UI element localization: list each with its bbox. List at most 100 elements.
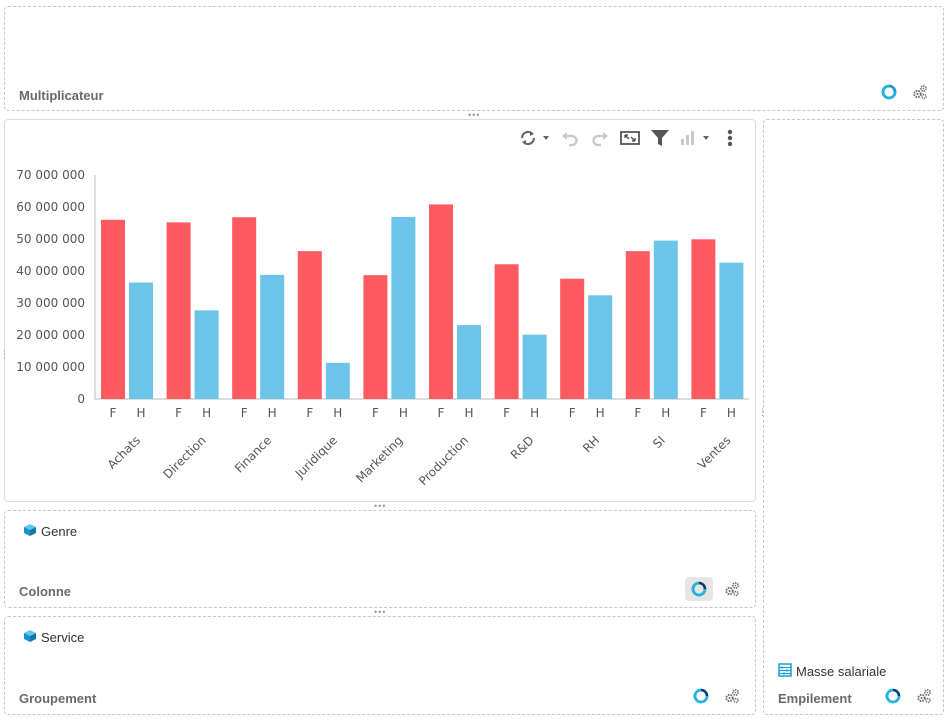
x-sub-tick-label: F <box>241 406 248 420</box>
bar-h <box>522 334 547 399</box>
x-group-label: Achats <box>105 433 144 472</box>
bar-f <box>429 204 453 399</box>
multiplicateur-title: Multiplicateur <box>19 88 104 103</box>
bar-f <box>166 222 191 399</box>
x-sub-tick-label: F <box>372 406 379 420</box>
x-group-label: Marketing <box>353 433 405 485</box>
fullscreen-icon[interactable] <box>615 124 645 152</box>
x-group-label: RH <box>580 433 602 455</box>
bar-f <box>297 251 322 399</box>
ring-icon[interactable] <box>881 684 905 708</box>
y-tick-label: 40 000 000 <box>16 264 85 278</box>
y-tick-label: 60 000 000 <box>16 200 85 214</box>
colonne-icons <box>685 577 741 601</box>
bar-chart: 0 10 000 000 20 000 000 30 000 000 40 000 00… <box>16 168 749 488</box>
groupement-title: Groupement <box>19 691 97 706</box>
x-group-label: Direction <box>160 433 208 481</box>
x-sub-tick-label: H <box>202 406 211 420</box>
x-group-label: R&D <box>508 433 537 462</box>
bar-h <box>260 274 285 399</box>
bar-f <box>625 251 650 399</box>
bar-h <box>653 240 678 399</box>
redo-icon[interactable] <box>585 124 615 152</box>
more-icon[interactable] <box>715 124 745 152</box>
y-tick-label: 0 <box>77 392 85 406</box>
bar-f <box>363 275 388 399</box>
chart-panel: 0 10 000 000 20 000 000 30 000 000 40 000 00… <box>4 119 756 502</box>
ring-icon[interactable] <box>877 80 901 104</box>
dimension-cube-icon <box>23 523 37 540</box>
x-sub-tick-label: H <box>464 406 473 420</box>
y-tick-label: 30 000 000 <box>16 296 85 310</box>
x-sub-tick-label: F <box>306 406 313 420</box>
y-tick-label: 10 000 000 <box>16 360 85 374</box>
bar-f <box>691 239 716 399</box>
bar-h <box>129 282 153 399</box>
field-label: Genre <box>41 524 78 539</box>
field-label: Masse salariale <box>796 664 887 679</box>
x-sub-tick-label: H <box>661 406 670 420</box>
y-tick-label: 70 000 000 <box>16 168 85 182</box>
empilement-title: Empilement <box>778 691 852 706</box>
groupement-zone[interactable]: Service Groupement <box>4 616 756 715</box>
x-group-label: Production <box>416 433 471 488</box>
bar-f <box>494 264 519 399</box>
resize-handle-left[interactable]: ⋮ <box>0 350 9 359</box>
resize-handle-right[interactable]: ⋮ <box>758 408 767 417</box>
multiplicateur-icons <box>877 80 929 104</box>
x-sub-tick-label: H <box>136 406 145 420</box>
refresh-icon[interactable] <box>515 124 555 152</box>
x-sub-tick-label: F <box>569 406 576 420</box>
settings-gears-icon[interactable] <box>723 580 741 598</box>
x-group-label: Ventes <box>695 433 734 472</box>
filter-icon[interactable] <box>645 124 675 152</box>
bar-f <box>101 219 125 399</box>
x-sub-tick-label: F <box>438 406 445 420</box>
colonne-title: Colonne <box>19 584 71 599</box>
multiplicateur-zone[interactable]: Multiplicateur <box>4 6 944 111</box>
field-genre[interactable]: Genre <box>23 523 77 540</box>
x-sub-tick-label: H <box>333 406 342 420</box>
bar-h <box>588 295 613 399</box>
x-sub-tick-label: H <box>268 406 277 420</box>
colonne-zone[interactable]: Genre Colonne <box>4 510 756 608</box>
field-label: Service <box>41 630 85 645</box>
y-tick-label: 20 000 000 <box>16 328 85 342</box>
abacus-measure-icon <box>778 663 792 680</box>
x-sub-tick-label: H <box>596 406 605 420</box>
undo-icon[interactable] <box>555 124 585 152</box>
chart-type-icon[interactable] <box>675 124 715 152</box>
bar-h <box>391 216 416 399</box>
dimension-cube-icon <box>23 629 37 646</box>
x-sub-tick-label: H <box>727 406 736 420</box>
ring-icon[interactable] <box>685 577 713 601</box>
x-group-label: Juridique <box>292 433 340 481</box>
y-tick-label: 50 000 000 <box>16 232 85 246</box>
x-sub-tick-label: F <box>503 406 510 420</box>
settings-gears-icon[interactable] <box>915 687 933 705</box>
x-sub-tick-label: F <box>634 406 641 420</box>
ring-icon[interactable] <box>689 684 713 708</box>
settings-gears-icon[interactable] <box>911 83 929 101</box>
resize-handle[interactable]: ••• <box>468 110 481 120</box>
x-sub-tick-label: H <box>530 406 539 420</box>
groupement-icons <box>689 684 741 708</box>
x-sub-tick-label: H <box>399 406 408 420</box>
empilement-zone[interactable]: Masse salariale Empilement <box>763 119 944 715</box>
x-sub-tick-label: F <box>110 406 117 420</box>
bar-f <box>560 278 585 399</box>
x-group-label: Finance <box>232 433 274 475</box>
bar-h <box>325 362 350 399</box>
field-service[interactable]: Service <box>23 629 84 646</box>
field-masse-salariale[interactable]: Masse salariale <box>778 663 886 680</box>
resize-handle[interactable]: ••• <box>374 607 387 617</box>
bar-h <box>194 310 219 399</box>
bar-h <box>457 325 481 399</box>
resize-handle[interactable]: ••• <box>374 501 387 511</box>
x-sub-tick-label: F <box>700 406 707 420</box>
settings-gears-icon[interactable] <box>723 687 741 705</box>
bar-h <box>719 262 744 399</box>
empilement-icons <box>881 684 933 708</box>
x-group-label: SI <box>650 433 668 451</box>
chart-toolbar <box>515 124 745 152</box>
